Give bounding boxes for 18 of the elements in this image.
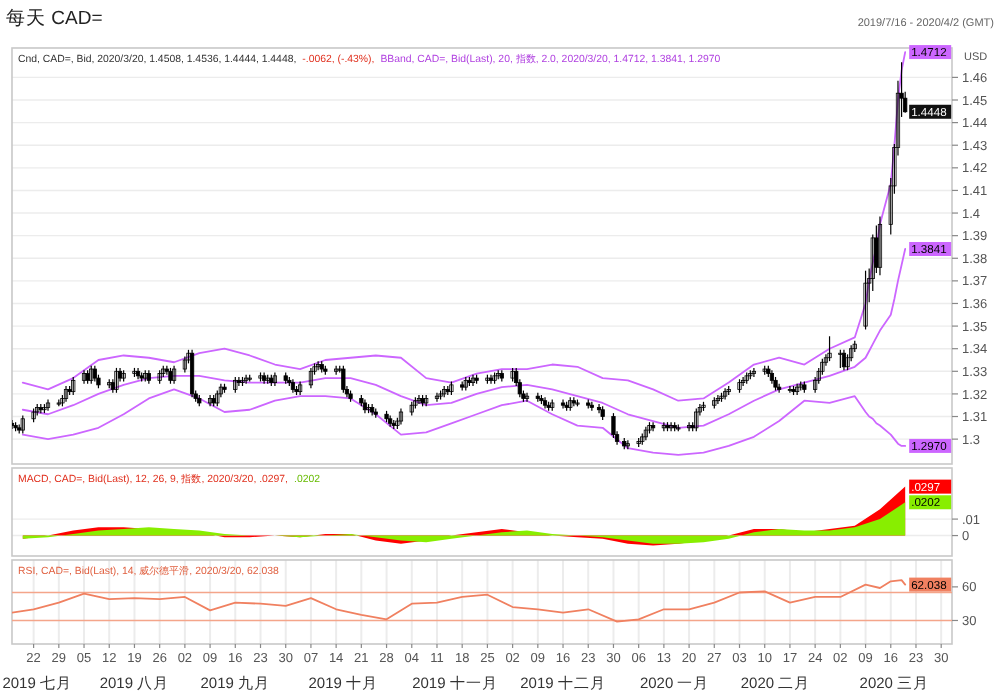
candlestick <box>715 394 720 405</box>
candlestick <box>596 403 602 414</box>
candlestick <box>877 215 883 276</box>
candlestick <box>434 392 440 403</box>
candlestick <box>218 383 223 398</box>
candlestick <box>643 426 648 441</box>
candlestick <box>298 380 303 396</box>
candlestick <box>308 367 314 389</box>
candlestick <box>524 392 530 403</box>
candlestick <box>611 412 616 439</box>
candlestick <box>741 376 746 387</box>
candlestick <box>795 383 800 396</box>
candlestick <box>813 376 818 394</box>
candlestick <box>863 270 868 331</box>
candlestick <box>827 335 832 362</box>
candlestick <box>398 408 404 426</box>
chart-title: 每天 CAD= <box>6 6 104 30</box>
candlestick <box>838 349 843 369</box>
